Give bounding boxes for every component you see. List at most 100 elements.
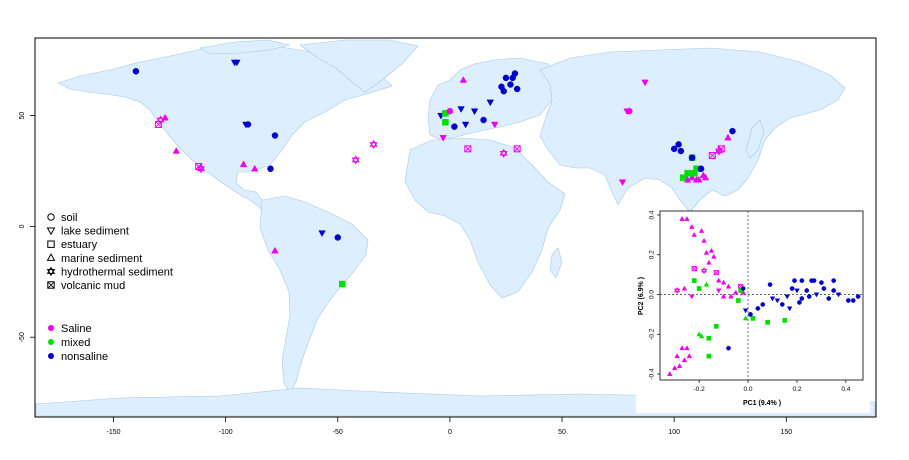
legend-habitat-item: volcanic mud xyxy=(47,280,125,292)
map-point xyxy=(675,141,682,148)
map-point xyxy=(677,147,685,155)
pca-point xyxy=(831,278,837,283)
inset-y-tick-label: -0.4 xyxy=(649,368,656,380)
pca-point xyxy=(698,333,705,339)
legend-habitat-label: marine sediment xyxy=(61,253,142,265)
map-point xyxy=(132,67,140,75)
legend-habitat-item: estuary xyxy=(47,239,98,251)
map-point xyxy=(679,174,687,181)
legend-habitat-label: estuary xyxy=(61,239,98,251)
map-point xyxy=(446,107,454,115)
pca-point xyxy=(850,298,856,303)
map-point xyxy=(338,280,346,288)
inset-xlabel: PC1 (9.4% ) xyxy=(743,400,781,407)
pca-point xyxy=(689,223,695,229)
map-point xyxy=(442,118,449,126)
map-point xyxy=(470,108,479,116)
x-tick-label: 0 xyxy=(448,429,452,436)
pca-point xyxy=(681,285,688,291)
pca-point xyxy=(696,331,702,337)
pca-point xyxy=(706,259,712,265)
map-point xyxy=(334,234,342,241)
legend-habitat-label: lake sediment xyxy=(61,226,129,238)
pca-point xyxy=(765,319,770,325)
inset-points xyxy=(667,216,861,376)
map-point xyxy=(491,121,499,129)
map-point xyxy=(451,123,458,130)
inset-background xyxy=(636,211,870,413)
pca-point xyxy=(713,323,719,329)
madagascar xyxy=(549,247,563,279)
map-point xyxy=(688,154,696,161)
pca-point xyxy=(794,288,800,294)
pca-point xyxy=(715,288,722,294)
pca-point xyxy=(691,231,697,237)
pca-point xyxy=(750,316,756,321)
pca-point xyxy=(779,302,785,307)
inset-y-tick-label: 0.2 xyxy=(649,250,656,259)
pca-point xyxy=(767,282,773,287)
pca-point xyxy=(715,277,722,283)
inset-frame xyxy=(659,210,864,381)
legend-symbol-circle-icon xyxy=(47,213,55,221)
pca-point xyxy=(728,293,734,299)
pca-point xyxy=(691,266,697,272)
map-point xyxy=(695,175,703,183)
greenland xyxy=(299,39,419,93)
x-tick-label: 50 xyxy=(558,429,566,436)
map-point xyxy=(708,151,716,159)
pca-point xyxy=(708,247,715,253)
pca-point xyxy=(797,300,802,305)
y-tick-label: -50 xyxy=(19,332,26,342)
pca-point xyxy=(720,279,727,285)
pca-point xyxy=(684,216,690,221)
inset-y-tick-label: -0.2 xyxy=(649,328,656,340)
pca-point xyxy=(735,298,741,303)
land-masses xyxy=(35,39,876,417)
y-axis: 50 0 -50 xyxy=(19,112,35,342)
pca-point xyxy=(706,335,712,341)
map-point xyxy=(486,99,494,107)
map-point xyxy=(499,148,508,158)
map-point xyxy=(724,133,732,141)
pca-point xyxy=(679,345,685,351)
legend-salinity-item: nonsaline xyxy=(48,351,108,363)
inset-axes: -0.2 0.0 0.2 0.4 0.4 0.2 0.0 -0.2 -0.4 xyxy=(649,210,863,393)
legend-salinity-label: mixed xyxy=(61,337,90,349)
pca-point xyxy=(755,306,761,311)
map-point xyxy=(196,164,205,174)
inset-x-tick-label: 0.2 xyxy=(792,386,801,393)
pca-point xyxy=(689,294,695,300)
pca-point xyxy=(748,312,753,317)
map-point xyxy=(459,76,468,83)
map-points xyxy=(132,59,736,288)
pca-point xyxy=(774,298,781,304)
arctic-islands xyxy=(199,39,291,55)
inset-ylabel: PC2 (6.9% ) xyxy=(638,277,645,315)
map-point xyxy=(507,81,514,88)
pca-point xyxy=(799,296,805,301)
map-point xyxy=(641,79,649,87)
africa xyxy=(404,137,566,299)
map-point xyxy=(251,164,259,172)
inset-x-tick-label: 0.0 xyxy=(744,386,753,393)
map-point xyxy=(717,145,725,153)
map-point xyxy=(511,70,519,77)
pca-point xyxy=(784,294,790,300)
map-point xyxy=(513,145,521,153)
legend-habitat-label: hydrothermal sediment xyxy=(61,266,173,278)
inset-x-tick-label: 0.4 xyxy=(841,386,850,393)
legend-habitat-label: soil xyxy=(61,212,78,224)
legend-symbol-triangle-up-icon xyxy=(46,253,56,261)
legend-salinity: Saline mixed nonsaline xyxy=(48,323,108,363)
map-point xyxy=(701,173,710,181)
legend-habitat-item: hydrothermal sediment xyxy=(46,266,173,278)
map-point xyxy=(351,155,360,165)
map-point xyxy=(670,145,678,153)
pca-point xyxy=(691,278,697,283)
pca-point xyxy=(713,270,719,276)
pca-point xyxy=(819,280,824,285)
